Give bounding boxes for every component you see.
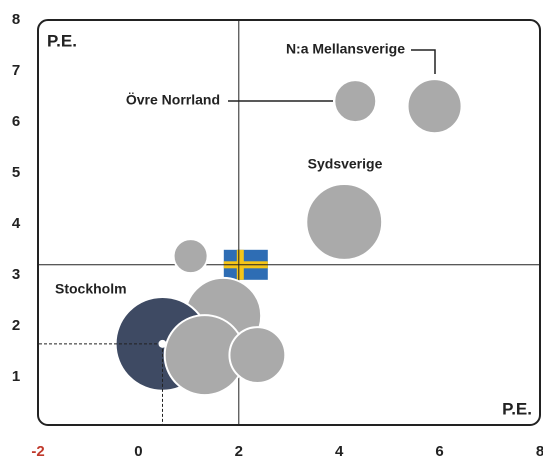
bubble: [305, 183, 384, 261]
x-tick-label: -2: [31, 443, 44, 460]
leader-line: [411, 49, 436, 74]
y-tick-label: 3: [12, 266, 20, 283]
annotation: Sydsverige: [308, 156, 383, 172]
plot-frame: [37, 19, 541, 426]
x-tick-label: 2: [235, 443, 243, 460]
bubble: [228, 326, 287, 384]
y-tick-label: 6: [12, 113, 20, 130]
x-tick-label: 0: [134, 443, 142, 460]
x-tick-label: 8: [536, 443, 543, 460]
y-tick-label: 2: [12, 317, 20, 334]
point-marker: [158, 339, 167, 348]
annotation: Övre Norrland: [126, 92, 220, 108]
bubble: [406, 78, 463, 135]
annotation: Stockholm: [55, 281, 127, 297]
x-tick-label: 6: [435, 443, 443, 460]
bubble: [172, 238, 209, 275]
y-tick-label: 4: [12, 215, 21, 232]
y-tick-label: 1: [12, 368, 20, 385]
bubble: [333, 79, 378, 124]
y-tick-label: 7: [12, 62, 20, 79]
x-tick-label: 4: [335, 443, 344, 460]
y-tick-label: 5: [12, 164, 20, 181]
y-tick-label: 8: [12, 11, 20, 28]
corner-label: P.E.: [47, 31, 77, 50]
annotation: N:a Mellansverige: [286, 41, 405, 57]
corner-label: P.E.: [502, 399, 532, 418]
